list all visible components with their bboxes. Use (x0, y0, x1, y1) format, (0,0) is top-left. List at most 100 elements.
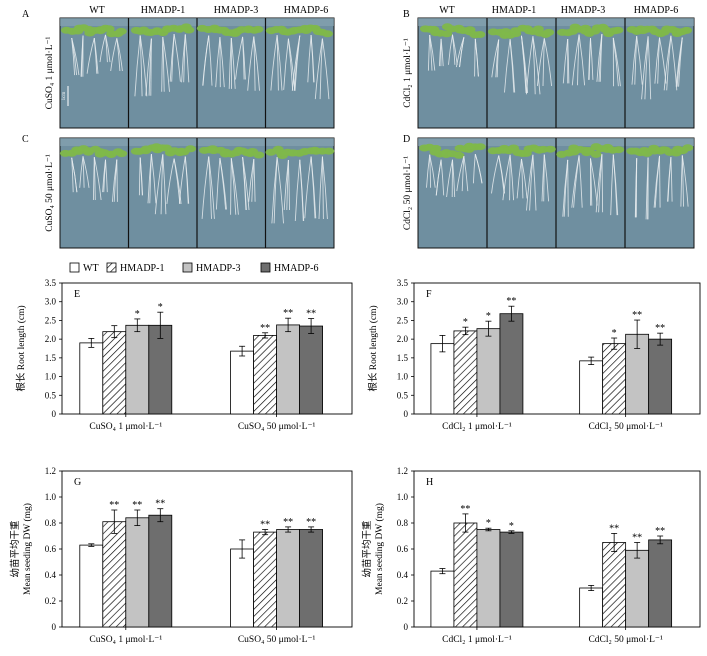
significance-label: ** (260, 520, 270, 531)
x-tick-label: CdCl₂ 50 μmol·L⁻¹ (588, 635, 662, 645)
seedling-root (110, 38, 118, 72)
plot-frame (413, 282, 701, 415)
bar (430, 570, 455, 628)
seedling-root (149, 154, 152, 204)
bar (79, 544, 104, 628)
y-tick-label: 3.5 (397, 278, 409, 288)
seedling-root (310, 156, 316, 219)
seedling-root (283, 38, 289, 90)
y-tick-label: 1.5 (45, 353, 57, 363)
y-tick-label: 3.5 (45, 278, 57, 288)
panel-letter: C (22, 134, 29, 145)
bar (79, 342, 104, 415)
seedling-leaf (612, 26, 624, 34)
panel-letter: D (403, 134, 410, 145)
legend-swatch (69, 262, 80, 273)
seedling-root (595, 154, 603, 213)
y-tick-label: 1.0 (397, 372, 409, 382)
bar (276, 324, 301, 415)
seedling-root (532, 154, 537, 211)
significance-label: * (509, 521, 514, 532)
photo-side-label: CuSO₄ 1 μmol·L⁻¹ (45, 36, 55, 109)
seedling-root (71, 157, 78, 193)
legend: WT HMADP-1 HMADP-3 HMADP-6 (69, 262, 318, 274)
significance-label: ** (632, 533, 642, 544)
seedling-leaf (474, 143, 486, 151)
y-tick-label: 3.0 (397, 297, 409, 307)
significance-label: * (158, 302, 163, 313)
seedling-root (578, 34, 586, 86)
seedling-root (612, 37, 619, 87)
seedling-root (169, 33, 175, 82)
bar (499, 313, 524, 415)
bar (602, 343, 627, 415)
seedling-root (93, 157, 102, 201)
seedling-root (299, 159, 304, 222)
x-tick-label: CuSO₄ 50 μmol·L⁻¹ (238, 635, 316, 645)
bar (102, 521, 127, 628)
seedling-root (242, 157, 247, 211)
y-tick-label: 2.0 (397, 334, 409, 344)
x-tick-label: CuSO₄ 1 μmol·L⁻¹ (89, 635, 162, 645)
seedling-root (230, 158, 237, 215)
seedling-root (242, 36, 246, 80)
significance-label: * (135, 309, 140, 320)
seedling-root (636, 36, 643, 85)
seedling-root (283, 159, 289, 211)
chart-panel-G: 0 0.2 0.4 0.6 0.8 1.0 1.2 G 幼苗平均干重 Mean seeding D… (9, 466, 353, 645)
seedling-root (509, 39, 515, 93)
seedling-root (79, 156, 84, 188)
significance-label: ** (132, 500, 142, 511)
panel-letter: B (403, 9, 410, 20)
y-axis-label: Mean seeding DW (mg) (22, 503, 33, 595)
seedling-root (230, 158, 232, 215)
seedling-root (319, 38, 323, 100)
seedling-root (563, 159, 569, 217)
photo-column-label: HMADP-6 (284, 5, 328, 16)
seedling-root (139, 35, 143, 97)
seedling-root (294, 159, 301, 222)
seedling-root (318, 156, 323, 220)
y-tick-label: 0 (52, 622, 57, 632)
y-tick-label: 0 (404, 409, 409, 419)
bar (125, 324, 150, 415)
seedling-root (86, 37, 95, 74)
seedling-root (641, 36, 649, 100)
seedling-root (612, 154, 618, 216)
significance-label: ** (283, 308, 293, 319)
seedling-root (166, 158, 175, 204)
photo-panel-D: D CdCl₂ 50 μmol·L⁻¹ (403, 134, 695, 249)
chart-panel-E: 0 0.5 1.0 1.5 2.0 2.5 3.0 3.5 E 根长 Root length (c… (15, 278, 353, 432)
seedling-root (276, 157, 284, 224)
seedling-root (601, 154, 604, 213)
y-tick-label: 0.4 (397, 570, 409, 580)
seedling-root (183, 34, 186, 83)
seedling-root (590, 158, 593, 206)
seedling-root (116, 38, 123, 72)
seedling-root (310, 35, 315, 83)
seedling-root (154, 154, 164, 215)
y-tick-label: 2.0 (45, 334, 57, 344)
seedling-root (459, 37, 465, 68)
y-tick-label: 1.0 (45, 492, 57, 502)
seedling-root (526, 154, 534, 211)
seedling-root (491, 39, 500, 78)
seedling-leaf (185, 145, 197, 153)
seedling-root (502, 154, 511, 201)
x-tick-label: CdCl₂ 50 μmol·L⁻¹ (588, 422, 662, 432)
significance-label: ** (460, 504, 470, 515)
seedling-root (219, 157, 227, 210)
seedling-root (667, 157, 672, 202)
seedling-root (496, 39, 500, 78)
x-tick-label: CuSO₄ 50 μmol·L⁻¹ (238, 422, 316, 432)
seedling-root (253, 36, 256, 91)
significance-label: ** (306, 309, 316, 320)
seedling-root (659, 155, 661, 208)
bar (299, 325, 324, 415)
photo-panel-A: A WT HMADP-1 HMADP-3 HMADP-6 CuSO₄ 1 μmol·L⁻¹… (22, 5, 335, 129)
seedling-root (173, 33, 181, 82)
bar (253, 531, 278, 628)
seedling-root (80, 35, 84, 77)
bar (148, 514, 173, 628)
panel-letter: G (74, 477, 81, 488)
